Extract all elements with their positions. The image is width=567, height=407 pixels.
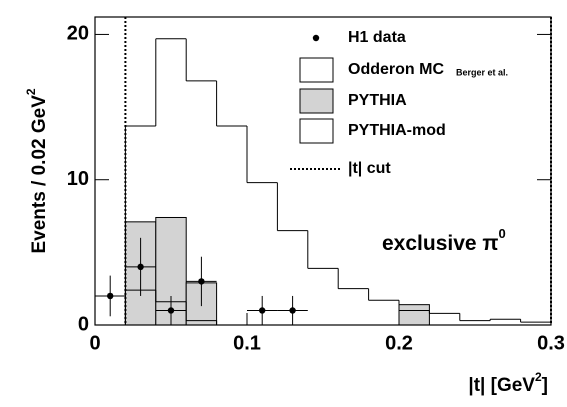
legend-swatch <box>299 118 334 144</box>
data-point <box>259 307 266 314</box>
legend-swatch <box>299 88 334 114</box>
x-tick-label: 0 <box>89 332 100 354</box>
x-tick-label: 0.1 <box>233 332 261 354</box>
y-axis-label-text: Events / 0.02 GeV <box>29 95 50 254</box>
x-axis-label-sup: 2 <box>535 370 542 384</box>
legend-label: PYTHIA-mod <box>348 122 446 139</box>
annotation-sup: 0 <box>498 226 505 241</box>
annotation: exclusive π0 <box>382 226 506 254</box>
data-point <box>137 263 144 271</box>
legend-marker <box>312 34 320 42</box>
legend-label: |t| cut <box>348 160 391 177</box>
legend-note: Berger et al. <box>456 67 508 77</box>
x-axis-label: |t| [GeV2] <box>468 370 548 396</box>
plot-frame <box>94 16 552 326</box>
y-axis-label: Events / 0.02 GeV2 <box>24 88 50 253</box>
x-tick-label: 0.3 <box>537 332 565 354</box>
legend-label: Odderon MC <box>348 61 444 78</box>
legend-swatch <box>299 57 334 83</box>
annotation-text: exclusive π <box>382 232 498 255</box>
x-tick-label: 0.2 <box>385 332 413 354</box>
data-point <box>198 278 205 285</box>
hist-bar <box>398 304 430 326</box>
y-tick-label: 0 <box>78 313 89 335</box>
data-point <box>289 307 296 314</box>
x-axis-label-text: |t| [GeV <box>468 375 535 396</box>
x-axis-label-end: ] <box>542 375 548 396</box>
y-tick-label: 10 <box>67 168 89 190</box>
legend-label: PYTHIA <box>348 92 407 109</box>
data-point <box>107 292 114 300</box>
legend-label: H1 data <box>348 29 406 46</box>
data-point <box>167 307 175 314</box>
y-tick-label: 20 <box>67 23 89 45</box>
y-axis-label-sup: 2 <box>24 88 38 95</box>
